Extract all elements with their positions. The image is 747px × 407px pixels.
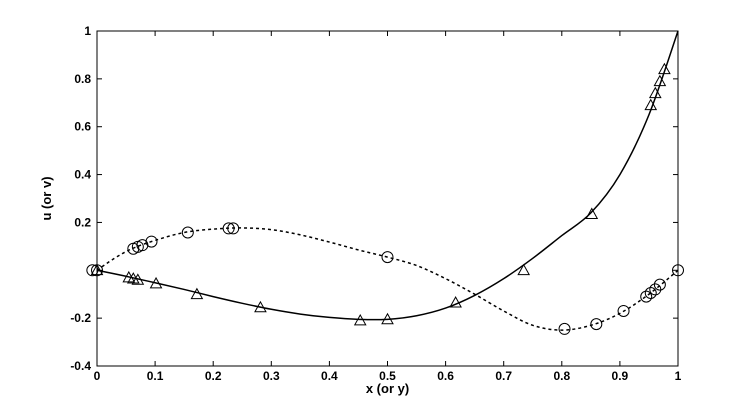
series-1-triangle-marker (517, 263, 531, 276)
series-2-circle-marker (653, 278, 666, 291)
series-1-triangle-marker (254, 300, 267, 313)
series-2-circle-marker (649, 283, 662, 296)
series-2-circle-marker (91, 264, 103, 277)
x-tick-label: 0.5 (379, 369, 396, 383)
series-2-line (96, 227, 679, 331)
series-1-triangle-marker (353, 314, 367, 326)
x-axis-label: x (or y) (366, 381, 409, 396)
series-1-triangle-marker (585, 207, 599, 219)
series-1-triangle-marker (381, 312, 394, 325)
x-tick-label: 0.4 (321, 369, 338, 383)
series-1-triangle-marker (449, 296, 462, 308)
series-1-triangle-marker (149, 276, 163, 289)
series-2-circle-marker (222, 222, 235, 235)
y-tick-label: -0.4 (70, 359, 91, 373)
series-2-circle-marker (181, 226, 194, 239)
x-tick-label: 0.9 (612, 369, 629, 383)
series-1-triangle-marker (653, 74, 667, 87)
x-tick-label: 0.3 (263, 369, 280, 383)
x-tick-label: 1 (675, 369, 682, 383)
y-tick-label: 0.8 (74, 72, 91, 86)
series-1-triangle-marker (648, 86, 662, 99)
y-axis-label: u (or v) (39, 176, 54, 220)
x-tick-label: 0.7 (495, 369, 512, 383)
curves (96, 30, 679, 331)
y-tick-label: 0.6 (74, 120, 91, 134)
x-tick-label: 0.6 (437, 369, 454, 383)
markers (86, 62, 684, 335)
series-1-triangle-marker (90, 263, 104, 276)
y-tick-label: 0.4 (74, 168, 91, 182)
y-tick-label: 1 (84, 24, 91, 38)
series-2-circle-marker (672, 264, 684, 277)
series-2-circle-marker (227, 222, 240, 235)
x-tick-label: 0.1 (147, 369, 164, 383)
series-2-circle-marker (590, 318, 603, 331)
series-2-circle-marker (86, 264, 99, 277)
series-1-line (96, 30, 679, 321)
series-2-circle-marker (640, 290, 653, 303)
series-2-circle-marker (381, 251, 394, 264)
y-tick-label: 0.2 (74, 215, 91, 229)
series-2-circle-marker (644, 287, 657, 300)
series-1-triangle-marker (131, 273, 145, 285)
series-2-circle-marker (558, 322, 571, 335)
ticks: 0 0.1 0.2 0.3 0.4 0.5 0.6 0.7 0.8 0.9 1 -0.4 -0.2 0.2… (70, 24, 681, 383)
series-1-triangle-marker (658, 62, 671, 75)
series-2-circle-marker (617, 304, 630, 317)
x-tick-label: 0 (94, 369, 101, 383)
series-2-circle-marker (145, 235, 158, 248)
x-tick-label: 0.2 (205, 369, 222, 383)
series-1-triangle-marker (644, 98, 658, 111)
y-tick-label: -0.2 (70, 311, 91, 325)
plot-frame (96, 30, 679, 367)
x-tick-label: 0.8 (553, 369, 570, 383)
series-1-triangle-marker (190, 287, 204, 300)
